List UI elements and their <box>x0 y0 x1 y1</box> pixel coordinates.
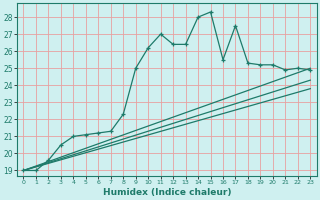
X-axis label: Humidex (Indice chaleur): Humidex (Indice chaleur) <box>103 188 231 197</box>
